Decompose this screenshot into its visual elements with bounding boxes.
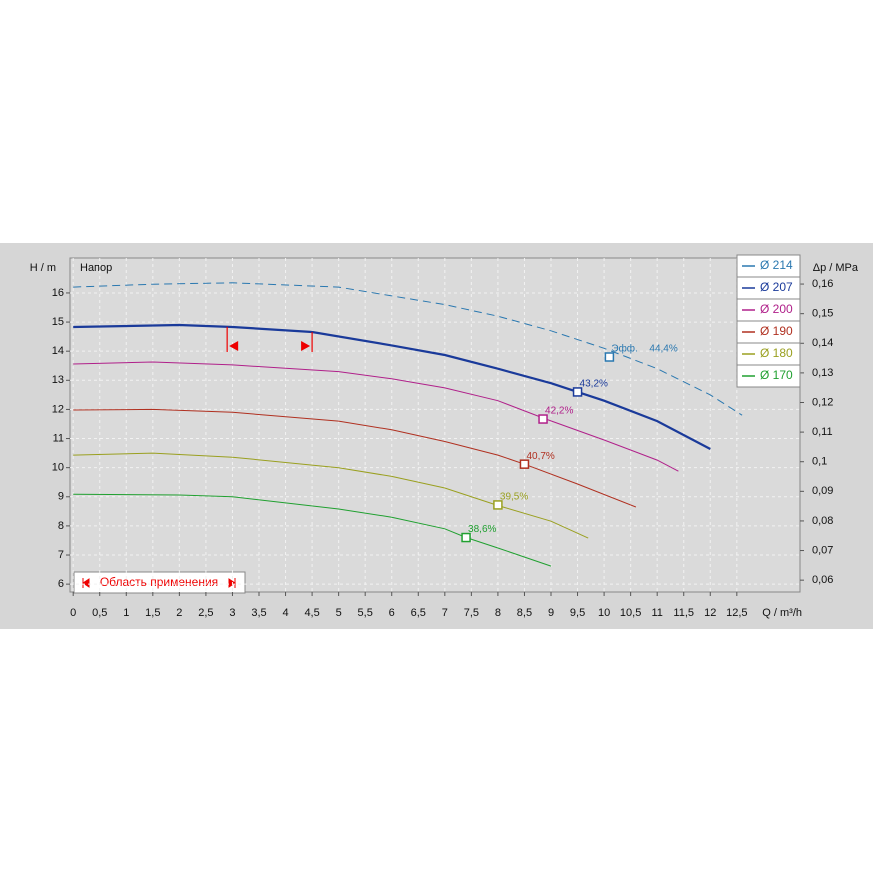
y-tick-label: 8	[58, 520, 64, 532]
legend-row	[736, 364, 801, 388]
x-axis-label: Q / m³/h	[762, 607, 802, 619]
x-tick-label: 1	[123, 607, 129, 619]
x-tick-label: 10,5	[620, 607, 641, 619]
bep-label: 43,2%	[580, 379, 608, 390]
legend-label: Ø 190	[760, 324, 793, 338]
y-tick-label: 14	[52, 345, 64, 357]
legend-label: Ø 214	[760, 258, 793, 272]
x-tick-label: 11	[651, 607, 662, 619]
y2-tick-label: 0,15	[812, 308, 833, 320]
y2-tick-label: 0,11	[812, 426, 833, 438]
legend-label: Ø 207	[760, 280, 793, 294]
bep-label: 44,4%	[649, 344, 677, 355]
y-tick-label: 16	[52, 287, 64, 299]
range-arrow	[229, 341, 239, 351]
y-tick-label: 6	[58, 578, 64, 590]
bep-label: 38,6%	[468, 524, 496, 535]
x-tick-label: 5	[336, 607, 342, 619]
range-label: Область применения	[100, 575, 218, 589]
y2-axis-label: Δp / MPa	[813, 262, 859, 274]
x-tick-label: 2	[176, 607, 182, 619]
y-tick-label: 10	[52, 462, 64, 474]
curve	[73, 282, 743, 416]
bep-marker	[493, 500, 503, 510]
x-tick-label: 3	[229, 607, 235, 619]
bep-marker	[461, 532, 471, 543]
x-tick-label: 7	[442, 607, 448, 619]
y-tick-label: 11	[53, 432, 64, 444]
range-arrow-left	[82, 578, 90, 588]
x-tick-label: 8,5	[517, 607, 532, 619]
x-tick-label: 12	[704, 607, 716, 619]
y2-tick-label: 0,13	[812, 367, 833, 379]
curve	[73, 408, 637, 508]
y-tick-label: 15	[52, 316, 64, 328]
range-box: Область применения	[73, 571, 246, 594]
y-tick-label: 7	[58, 549, 64, 561]
x-tick-label: 11,5	[673, 607, 694, 619]
x-tick-label: 5,5	[358, 607, 373, 619]
curve	[73, 452, 589, 539]
bep-label: 42,2%	[545, 406, 573, 417]
x-tick-label: 12,5	[726, 607, 747, 619]
x-tick-label: 8	[495, 607, 501, 619]
x-tick-label: 4,5	[304, 607, 319, 619]
y-axis-label: H / m	[30, 262, 56, 274]
x-tick-label: 1,5	[145, 607, 160, 619]
bep-marker	[572, 387, 583, 397]
bep-marker	[604, 352, 615, 362]
x-tick-label: 10	[598, 607, 610, 619]
curve	[73, 493, 552, 567]
plot-area	[69, 257, 801, 593]
curve	[73, 323, 711, 450]
legend-label: Ø 170	[760, 368, 793, 382]
bep-marker	[519, 459, 530, 469]
y-tick-label: 9	[58, 491, 64, 503]
legend-label: Ø 200	[760, 302, 793, 316]
range-arrow	[301, 341, 311, 351]
bep-marker	[538, 414, 548, 424]
y-axis-title: Напор	[80, 262, 112, 274]
x-tick-label: 2,5	[198, 607, 213, 619]
legend-label: Ø 180	[760, 346, 793, 360]
y2-tick-label: 0,1	[812, 456, 827, 468]
y2-tick-label: 0,09	[812, 485, 833, 497]
bep-label: 39,5%	[500, 492, 528, 503]
curve	[73, 361, 679, 472]
x-tick-label: 6	[389, 607, 395, 619]
y2-tick-label: 0,08	[812, 515, 833, 527]
annotation: Эфф.	[611, 343, 637, 355]
y2-tick-label: 0,12	[812, 396, 833, 408]
y2-tick-label: 0,07	[812, 544, 833, 556]
x-tick-label: 4	[282, 607, 288, 619]
x-tick-label: 6,5	[411, 607, 426, 619]
x-tick-label: 0,5	[92, 607, 107, 619]
range-box-frame	[73, 571, 246, 594]
x-tick-label: 7,5	[464, 607, 479, 619]
bep-label: 40,7%	[526, 451, 554, 462]
y2-tick-label: 0,06	[812, 574, 833, 586]
y-tick-label: 13	[52, 374, 64, 386]
y2-tick-label: 0,14	[812, 337, 833, 349]
x-tick-label: 9,5	[570, 607, 585, 619]
x-tick-label: 9	[548, 607, 554, 619]
x-tick-label: 0	[70, 607, 76, 619]
y-tick-label: 12	[52, 403, 64, 415]
y2-tick-label: 0,16	[812, 278, 833, 290]
x-tick-label: 3,5	[251, 607, 266, 619]
